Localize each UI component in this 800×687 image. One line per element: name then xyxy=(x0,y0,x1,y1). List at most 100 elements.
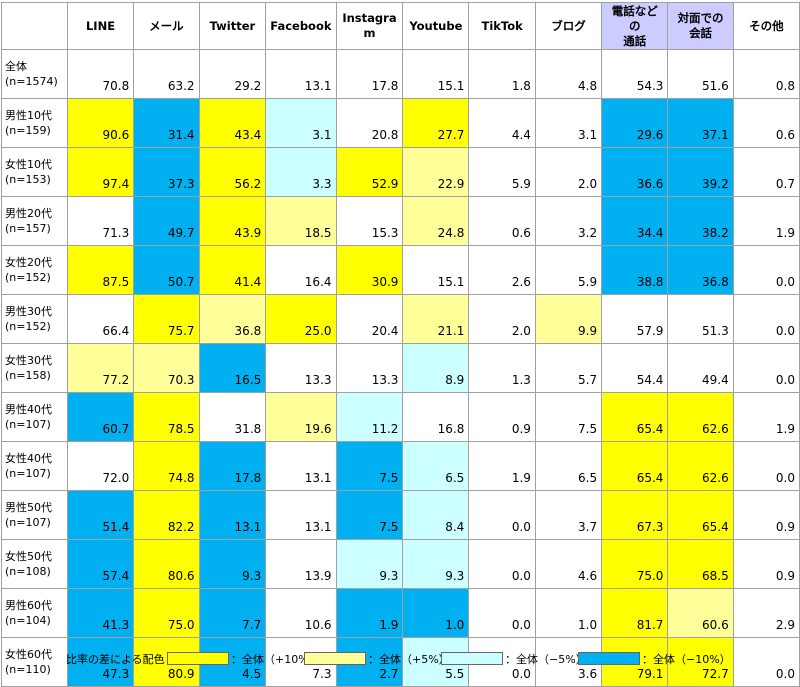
cell: 19.6 xyxy=(265,392,337,442)
row-label-line: (n=152) xyxy=(5,271,51,284)
row-label-line: (n=107) xyxy=(5,418,51,431)
cell: 8.4 xyxy=(402,490,470,540)
cell: 75.0 xyxy=(133,588,200,638)
cell: 0.0 xyxy=(732,343,800,393)
cell: 6.5 xyxy=(534,441,603,491)
cell: 56.2 xyxy=(198,147,267,197)
cell: 7.5 xyxy=(335,490,404,540)
cell: 63.2 xyxy=(133,49,200,99)
cell: 7.7 xyxy=(198,588,267,638)
row-label-line: 女性60代 xyxy=(5,648,52,661)
header-cell: Instagra m xyxy=(335,2,404,50)
header-cell: メール xyxy=(133,2,200,50)
row-label-line: (n=107) xyxy=(5,467,51,480)
row-label-line: 女性20代 xyxy=(5,256,52,269)
cell: 3.1 xyxy=(534,98,603,148)
row-label-line: 男性30代 xyxy=(5,305,52,318)
cell: 51.6 xyxy=(667,49,734,99)
row-label: 男性10代 (n=159) xyxy=(1,98,68,148)
cell: 0.9 xyxy=(468,392,536,442)
cell: 1.9 xyxy=(335,588,404,638)
row-label-line: 女性50代 xyxy=(5,550,52,563)
header-line: 通話 xyxy=(623,33,647,48)
row-label-line: (n=107) xyxy=(5,516,51,529)
cell: 25.0 xyxy=(265,294,337,344)
cell: 17.8 xyxy=(335,49,404,99)
cell: 13.9 xyxy=(265,539,337,589)
cell: 37.1 xyxy=(667,98,734,148)
cell: 71.3 xyxy=(66,196,135,246)
row-label: 女性20代 (n=152) xyxy=(1,245,68,295)
header-cell: Twitter xyxy=(198,2,267,50)
cell: 11.2 xyxy=(335,392,404,442)
cell: 62.6 xyxy=(667,392,734,442)
cell: 50.7 xyxy=(133,245,200,295)
cell: 74.8 xyxy=(133,441,200,491)
row-label: 男性60代 (n=104) xyxy=(1,588,68,638)
cell: 82.2 xyxy=(133,490,200,540)
row-label-line: 男性50代 xyxy=(5,501,52,514)
cell: 0.0 xyxy=(468,490,536,540)
cell: 3.2 xyxy=(534,196,603,246)
row-label-line: (n=157) xyxy=(5,222,51,235)
legend: 比率の差による配色 ：全体（+10%） ：全体（+5%） ：全体（−5%） ：全体（−1… xyxy=(0,648,800,668)
row-label-line: 女性10代 xyxy=(5,158,52,171)
cell: 49.4 xyxy=(667,343,734,393)
cell: 31.4 xyxy=(133,98,200,148)
cell: 60.7 xyxy=(66,392,135,442)
cell: 3.1 xyxy=(265,98,337,148)
cell: 66.4 xyxy=(66,294,135,344)
cell: 78.5 xyxy=(133,392,200,442)
row-label-line: 全体 xyxy=(5,60,27,73)
cell: 0.0 xyxy=(468,539,536,589)
header-cell: その他 xyxy=(732,2,800,50)
cell: 37.3 xyxy=(133,147,200,197)
cell: 9.3 xyxy=(402,539,470,589)
header-line: 対面での xyxy=(677,11,724,25)
cell: 1.9 xyxy=(732,196,800,246)
cell: 7.5 xyxy=(534,392,603,442)
row-label-line: 女性30代 xyxy=(5,354,52,367)
header-cell: Youtube xyxy=(402,2,470,50)
cell: 36.6 xyxy=(601,147,669,197)
cell: 39.2 xyxy=(667,147,734,197)
table-row: 男性20代 (n=157) 71.3 49.7 43.9 18.5 15.3 24.8 0.6 3… xyxy=(1,196,800,246)
cell: 60.6 xyxy=(667,588,734,638)
legend-swatch xyxy=(167,652,229,665)
cell: 97.4 xyxy=(66,147,135,197)
cell: 18.5 xyxy=(265,196,337,246)
cell: 13.1 xyxy=(265,441,337,491)
cell: 5.7 xyxy=(534,343,603,393)
cell: 0.9 xyxy=(732,539,800,589)
cell: 1.9 xyxy=(468,441,536,491)
header-line: Instagra xyxy=(342,11,397,25)
row-label-line: (n=108) xyxy=(5,565,51,578)
header-line: 会話 xyxy=(689,26,713,40)
cell: 38.2 xyxy=(667,196,734,246)
table-row: 男性30代 (n=152) 66.4 75.7 36.8 25.0 20.4 21.1 2.0 9… xyxy=(1,294,800,344)
legend-label: ：全体（+10%） xyxy=(231,653,320,666)
cell: 2.6 xyxy=(468,245,536,295)
cell: 0.0 xyxy=(468,588,536,638)
table-row: 女性50代 (n=108) 57.4 80.6 9.3 13.9 9.3 9.3 0.0 4.6 7… xyxy=(1,539,800,589)
table-row: 男性40代 (n=107) 60.7 78.5 31.8 19.6 11.2 16.8 0.9 7… xyxy=(1,392,800,442)
header-cell xyxy=(1,2,68,50)
cell: 43.4 xyxy=(198,98,267,148)
cell: 67.3 xyxy=(601,490,669,540)
cell: 54.3 xyxy=(601,49,669,99)
cell: 0.6 xyxy=(732,98,800,148)
cell: 36.8 xyxy=(198,294,267,344)
cell: 62.6 xyxy=(667,441,734,491)
cell: 0.7 xyxy=(732,147,800,197)
header-cell: ブログ xyxy=(534,2,603,50)
cell: 8.9 xyxy=(402,343,470,393)
row-label-line: 男性40代 xyxy=(5,403,52,416)
cell: 13.1 xyxy=(265,490,337,540)
header-cell: Facebook xyxy=(265,2,337,50)
cell: 4.8 xyxy=(534,49,603,99)
cell: 9.9 xyxy=(534,294,603,344)
cell: 5.9 xyxy=(468,147,536,197)
cell: 57.9 xyxy=(601,294,669,344)
cell: 0.9 xyxy=(732,490,800,540)
cell: 70.8 xyxy=(66,49,135,99)
